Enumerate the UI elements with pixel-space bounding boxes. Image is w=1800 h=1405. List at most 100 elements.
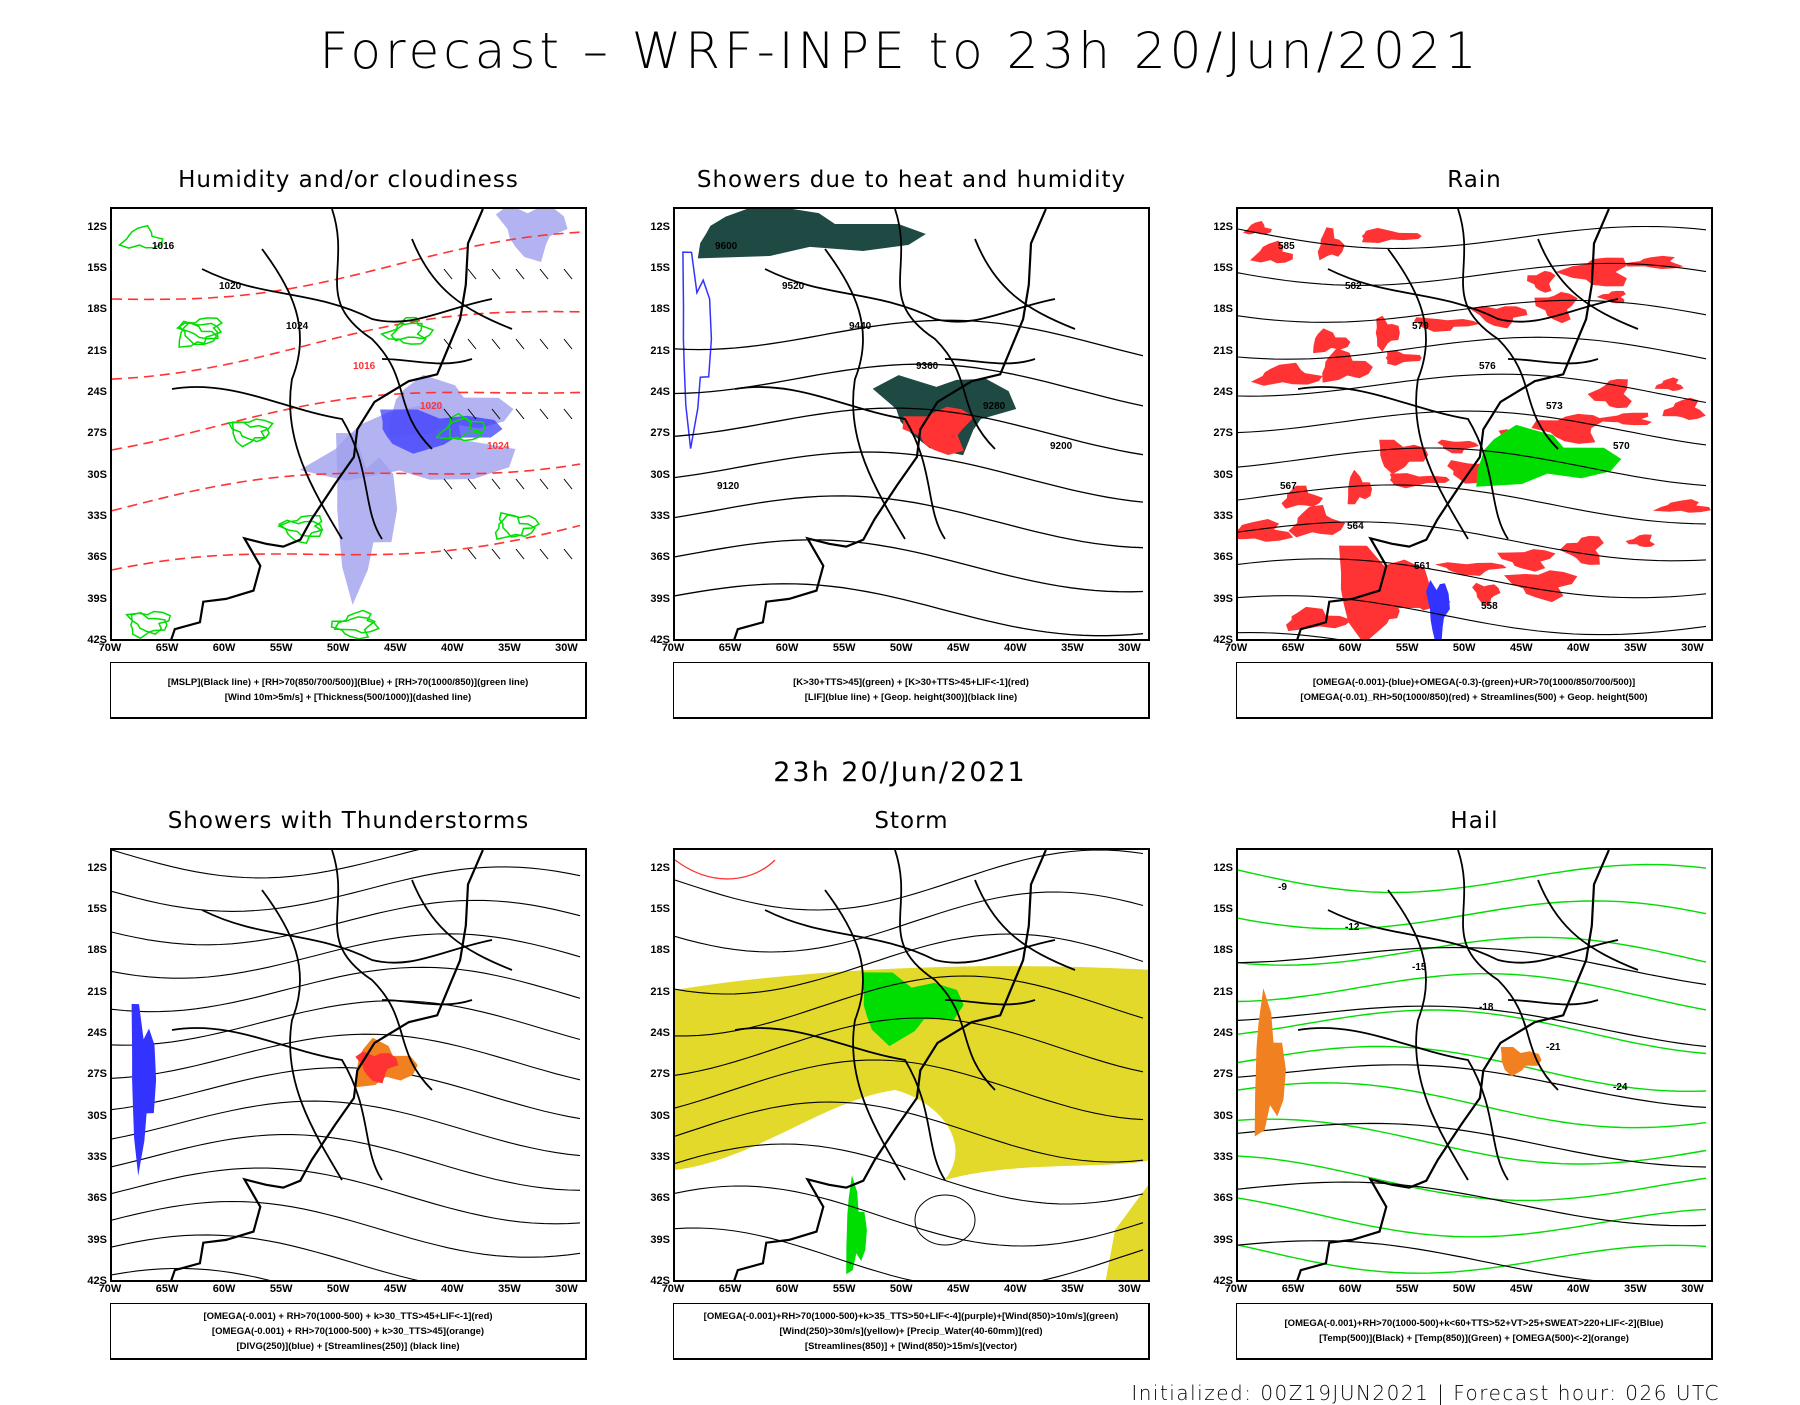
wind-vector <box>564 339 572 349</box>
lon-tick-label: 50W <box>1449 642 1479 654</box>
rh-green-contour <box>496 515 535 539</box>
temp500-black-line <box>1238 948 1706 985</box>
lat-tick-label: 21S <box>640 986 670 998</box>
legend-line: [Wind 10m>5m/s] + [Thickness(500/1000)](… <box>225 690 471 705</box>
state-border <box>765 269 1055 322</box>
contour-label: 573 <box>1546 401 1563 412</box>
contour-label: 9600 <box>715 241 738 252</box>
omega-red-area <box>1313 328 1350 353</box>
contour-label: 1020 <box>219 281 242 292</box>
lat-tick-label: 24S <box>640 1027 670 1039</box>
lon-tick-label: 50W <box>886 642 916 654</box>
temp850-green-line <box>1238 1156 1706 1200</box>
lat-tick-label: 24S <box>77 386 107 398</box>
panel-legend: [MSLP](Black line) + [RH>70(850/700/500)… <box>110 662 587 719</box>
panel-title: Rain <box>1236 167 1713 193</box>
lat-tick-label: 18S <box>77 303 107 315</box>
lon-tick-label: 55W <box>829 1283 859 1295</box>
rh-blue-area <box>496 209 568 262</box>
panel-title: Hail <box>1236 808 1713 834</box>
streamline-250 <box>112 967 580 1011</box>
lat-tick-label: 36S <box>640 551 670 563</box>
lat-tick-label: 27S <box>77 427 107 439</box>
wind-vector <box>492 269 500 279</box>
panel-title: Storm <box>673 808 1150 834</box>
lon-tick-label: 30W <box>1114 1283 1144 1295</box>
contour-label: 570 <box>1613 441 1630 452</box>
contour-label: 9280 <box>983 401 1006 412</box>
temp500-black-line <box>1238 1065 1706 1108</box>
wind-vector <box>516 269 524 279</box>
omega-red-area <box>1362 228 1422 243</box>
state-border <box>1328 910 1618 963</box>
lat-tick-label: 21S <box>1203 986 1233 998</box>
main-title: Forecast – WRF-INPE to 23h 20/Jun/2021 <box>0 22 1800 80</box>
legend-line: [OMEGA(-0.001)+RH>70(1000-500)+k<60+TTS>… <box>1285 1316 1664 1331</box>
lon-tick-label: 35W <box>494 642 524 654</box>
panel-legend: [OMEGA(-0.001)-(blue)+OMEGA(-0.3)-(green… <box>1236 662 1713 719</box>
lon-tick-label: 55W <box>266 642 296 654</box>
legend-line: [Streamlines(850)] + [Wind(850)>15m/s](v… <box>805 1339 1017 1354</box>
wind-vector <box>516 479 524 489</box>
coastline <box>1295 850 1609 1282</box>
lon-tick-label: 70W <box>658 1283 688 1295</box>
panel-title: Showers with Thunderstorms <box>110 808 587 834</box>
lon-tick-label: 60W <box>1335 642 1365 654</box>
wind-vector <box>516 339 524 349</box>
wind-vector <box>540 339 548 349</box>
lat-tick-label: 36S <box>640 1192 670 1204</box>
thickness-dashed-line <box>112 312 580 380</box>
wind-vector <box>564 269 572 279</box>
omega-red-area <box>1435 562 1507 576</box>
temp850-green-line <box>1238 865 1706 893</box>
lon-tick-label: 65W <box>1278 1283 1308 1295</box>
lon-tick-label: 40W <box>1000 1283 1030 1295</box>
lat-tick-label: 18S <box>1203 303 1233 315</box>
lon-tick-label: 50W <box>323 642 353 654</box>
omega-red-area <box>1527 271 1556 293</box>
omega-red-area <box>1286 607 1352 631</box>
lat-tick-label: 36S <box>1203 1192 1233 1204</box>
lat-tick-label: 33S <box>77 1151 107 1163</box>
lat-tick-label: 39S <box>77 1234 107 1246</box>
lon-tick-label: 30W <box>551 642 581 654</box>
map-svg <box>112 850 587 1282</box>
wind250-yellow-area <box>1105 1180 1150 1282</box>
lon-tick-label: 30W <box>1114 642 1144 654</box>
temp850-green-line <box>1238 901 1706 929</box>
lon-tick-label: 65W <box>715 642 745 654</box>
lon-tick-label: 40W <box>1563 642 1593 654</box>
state-border <box>382 359 472 363</box>
contour-label: 1016 <box>152 241 175 252</box>
omega-red-area <box>1594 413 1652 425</box>
lon-tick-label: 55W <box>1392 642 1422 654</box>
lat-tick-label: 36S <box>1203 551 1233 563</box>
legend-line: [OMEGA(-0.01)_RH>50(1000/850)(red) + Str… <box>1300 690 1647 705</box>
lat-tick-label: 18S <box>77 944 107 956</box>
lat-tick-label: 33S <box>77 510 107 522</box>
wind-vector <box>540 269 548 279</box>
lon-tick-label: 60W <box>772 1283 802 1295</box>
lat-tick-label: 30S <box>640 469 670 481</box>
lon-tick-label: 70W <box>95 642 125 654</box>
legend-line: [OMEGA(-0.001) + RH>70(1000-500) + k>30_… <box>212 1324 484 1339</box>
lat-tick-label: 12S <box>1203 221 1233 233</box>
panel-legend: [OMEGA(-0.001)+RH>70(1000-500)+k<60+TTS>… <box>1236 1303 1713 1360</box>
lat-tick-label: 39S <box>1203 1234 1233 1246</box>
streamline <box>1238 300 1706 322</box>
omega-red-area <box>1497 549 1556 572</box>
rh-green-contour <box>279 516 322 537</box>
lat-tick-label: 39S <box>77 593 107 605</box>
legend-line: [LIF](blue line) + [Geop. height(300)](b… <box>805 690 1017 705</box>
wind-vector <box>564 479 572 489</box>
lat-tick-label: 27S <box>640 427 670 439</box>
state-border <box>262 890 342 1180</box>
lon-tick-label: 45W <box>1506 642 1536 654</box>
omega-red-area <box>1322 348 1373 382</box>
contour-label: 1024 <box>286 321 309 332</box>
lon-tick-label: 35W <box>1057 1283 1087 1295</box>
wind-vector <box>564 549 572 559</box>
